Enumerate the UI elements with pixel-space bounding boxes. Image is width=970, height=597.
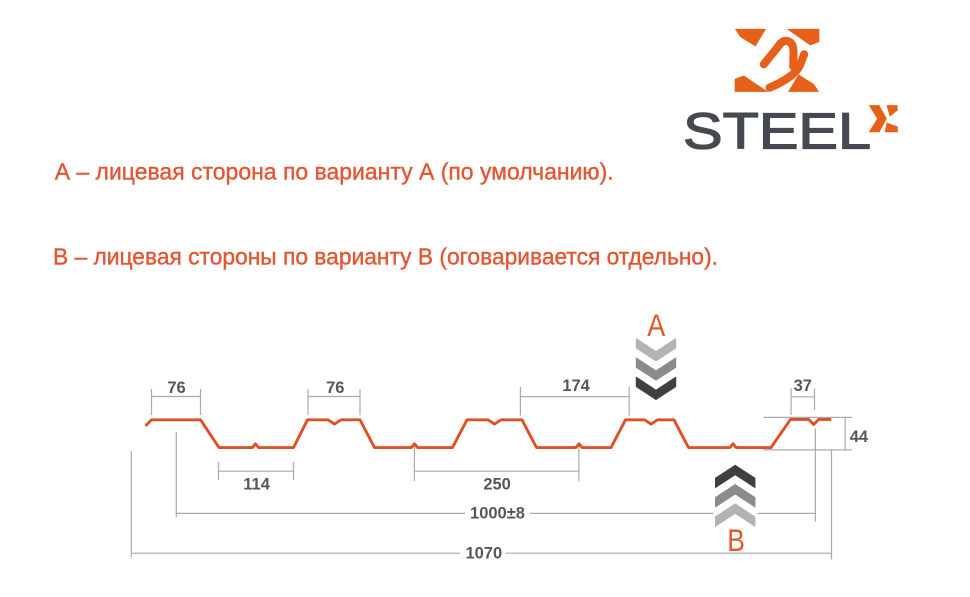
svg-text:76: 76 — [167, 379, 185, 397]
svg-text:STEEL: STEEL — [683, 103, 871, 160]
svg-text:44: 44 — [850, 428, 869, 446]
svg-text:А: А — [647, 307, 665, 343]
svg-text:В – лицевая стороны по вариант: В – лицевая стороны по варианту В (огова… — [53, 244, 718, 270]
svg-text:37: 37 — [794, 377, 812, 395]
svg-text:76: 76 — [326, 379, 344, 397]
svg-text:250: 250 — [483, 476, 511, 494]
svg-text:114: 114 — [243, 475, 270, 493]
svg-text:В: В — [727, 522, 745, 558]
svg-text:1000±8: 1000±8 — [470, 505, 525, 523]
svg-text:174: 174 — [562, 377, 590, 395]
svg-text:А – лицевая сторона по вариант: А – лицевая сторона по варианту А (по ум… — [55, 159, 614, 185]
svg-text:1070: 1070 — [465, 544, 502, 562]
